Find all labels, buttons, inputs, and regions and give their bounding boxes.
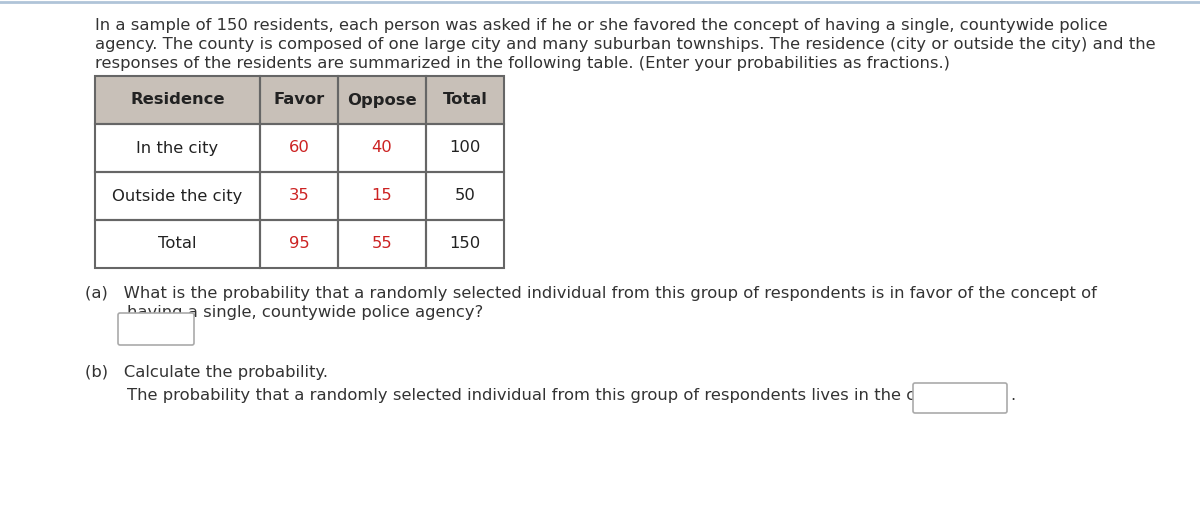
Bar: [338, 172, 426, 220]
Text: agency. The county is composed of one large city and many suburban townships. Th: agency. The county is composed of one la…: [95, 37, 1156, 52]
FancyBboxPatch shape: [913, 383, 1007, 413]
Text: 50: 50: [455, 188, 475, 203]
Bar: [338, 124, 426, 172]
Bar: [338, 76, 426, 124]
Bar: [426, 172, 504, 220]
Text: In a sample of 150 residents, each person was asked if he or she favored the con: In a sample of 150 residents, each perso…: [95, 18, 1108, 33]
Text: Favor: Favor: [274, 92, 325, 108]
Text: Oppose: Oppose: [347, 92, 416, 108]
Bar: [338, 220, 426, 268]
Text: .: .: [1010, 388, 1015, 403]
Bar: [260, 220, 338, 268]
Text: In the city: In the city: [137, 140, 218, 156]
Text: responses of the residents are summarized in the following table. (Enter your pr: responses of the residents are summarize…: [95, 56, 950, 71]
Bar: [426, 220, 504, 268]
Bar: [95, 76, 504, 124]
FancyBboxPatch shape: [118, 313, 194, 345]
Text: having a single, countywide police agency?: having a single, countywide police agenc…: [85, 305, 484, 320]
Text: 150: 150: [449, 237, 481, 251]
Text: 15: 15: [372, 188, 392, 203]
Bar: [426, 76, 504, 124]
Text: The probability that a randomly selected individual from this group of responden: The probability that a randomly selected…: [85, 388, 954, 403]
Text: 100: 100: [449, 140, 481, 156]
Text: 55: 55: [372, 237, 392, 251]
Text: 60: 60: [288, 140, 310, 156]
Bar: [260, 76, 338, 124]
Bar: [95, 76, 260, 124]
Bar: [95, 124, 260, 172]
Text: 35: 35: [289, 188, 310, 203]
Text: 95: 95: [289, 237, 310, 251]
Bar: [95, 172, 260, 220]
Bar: [260, 124, 338, 172]
Bar: [260, 172, 338, 220]
Text: 40: 40: [372, 140, 392, 156]
Text: Outside the city: Outside the city: [113, 188, 242, 203]
Bar: [426, 124, 504, 172]
Text: Residence: Residence: [131, 92, 224, 108]
Text: (a)   What is the probability that a randomly selected individual from this grou: (a) What is the probability that a rando…: [85, 286, 1097, 301]
Bar: [95, 220, 260, 268]
Text: (b)   Calculate the probability.: (b) Calculate the probability.: [85, 365, 328, 380]
Text: Total: Total: [158, 237, 197, 251]
Text: Total: Total: [443, 92, 487, 108]
